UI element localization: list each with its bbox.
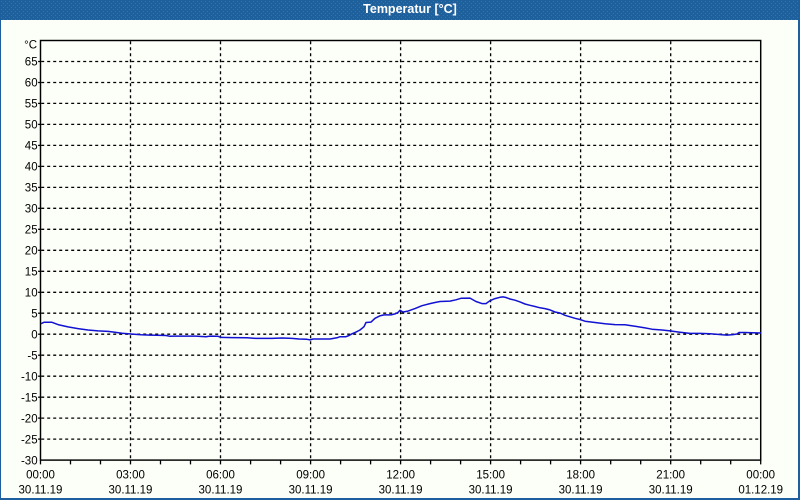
svg-text:°C: °C <box>24 40 37 52</box>
svg-text:10: 10 <box>25 288 38 300</box>
svg-text:5: 5 <box>31 308 37 320</box>
svg-text:35: 35 <box>25 183 38 195</box>
svg-text:40: 40 <box>25 162 38 174</box>
svg-text:30.11.19: 30.11.19 <box>289 485 333 497</box>
svg-text:0: 0 <box>31 329 37 341</box>
svg-text:15:00: 15:00 <box>476 470 505 482</box>
svg-text:30: 30 <box>25 204 38 216</box>
svg-text:18:00: 18:00 <box>566 470 595 482</box>
svg-text:30.11.19: 30.11.19 <box>19 485 63 497</box>
svg-text:00:00: 00:00 <box>746 470 775 482</box>
svg-text:15: 15 <box>25 267 38 279</box>
svg-text:25: 25 <box>25 225 38 237</box>
svg-text:45: 45 <box>25 141 38 153</box>
svg-text:-5: -5 <box>27 350 37 362</box>
svg-text:30.11.19: 30.11.19 <box>109 485 153 497</box>
svg-text:12:00: 12:00 <box>386 470 415 482</box>
svg-text:-30: -30 <box>21 455 38 467</box>
svg-text:09:00: 09:00 <box>296 470 325 482</box>
svg-text:30.11.19: 30.11.19 <box>469 485 513 497</box>
svg-text:-15: -15 <box>21 392 38 404</box>
svg-text:65: 65 <box>25 57 38 69</box>
svg-text:55: 55 <box>25 99 38 111</box>
svg-text:-25: -25 <box>21 434 38 446</box>
svg-text:50: 50 <box>25 120 38 132</box>
svg-text:30.11.19: 30.11.19 <box>559 485 603 497</box>
svg-text:03:00: 03:00 <box>116 470 145 482</box>
svg-text:60: 60 <box>25 78 38 90</box>
svg-text:30.11.19: 30.11.19 <box>649 485 693 497</box>
svg-text:-10: -10 <box>21 371 38 383</box>
svg-text:21:00: 21:00 <box>656 470 685 482</box>
svg-text:01.12.19: 01.12.19 <box>738 485 783 497</box>
svg-text:06:00: 06:00 <box>206 470 235 482</box>
svg-text:20: 20 <box>25 246 38 258</box>
svg-text:30.11.19: 30.11.19 <box>199 485 243 497</box>
svg-text:-20: -20 <box>21 413 38 425</box>
svg-text:00:00: 00:00 <box>26 470 55 482</box>
svg-text:30.11.19: 30.11.19 <box>379 485 423 497</box>
